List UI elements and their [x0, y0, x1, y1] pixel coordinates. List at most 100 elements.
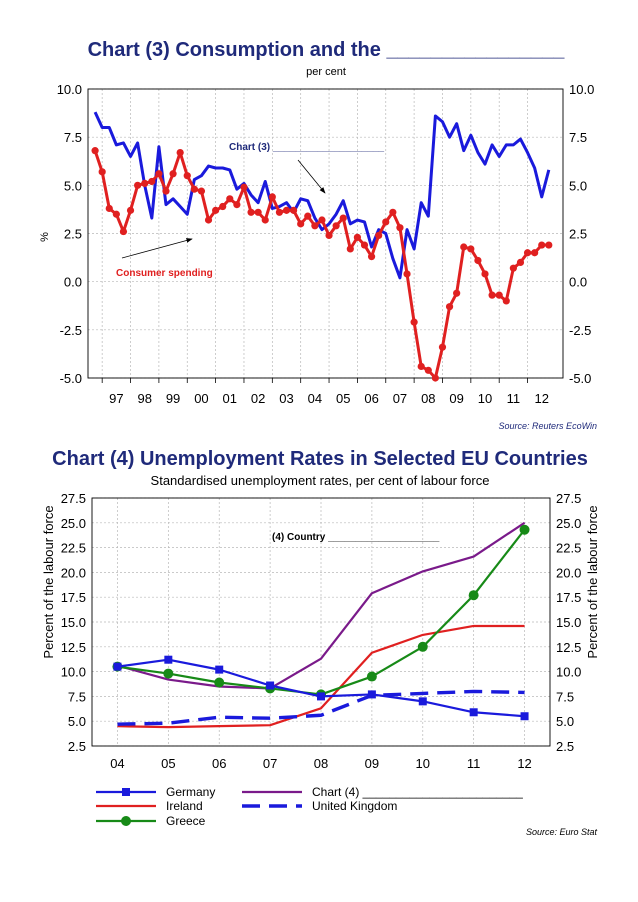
chart3-consumer-spending-point — [481, 270, 489, 278]
chart3-subtitle: per cent — [306, 66, 346, 78]
chart3-axes: 10.0 10.0 7.5 7.5 5.0 5.0 2.5 2.5 0.0 0.0 -2.5 -2.5… — [57, 82, 595, 406]
chart3-consumer-spending-point — [268, 193, 276, 201]
chart3-consumer-spending-point — [396, 224, 404, 232]
chart4-greece-point — [214, 677, 225, 688]
chart4-ytick-right: 10.0 — [556, 665, 581, 680]
chart4-ytick-left: 7.5 — [68, 689, 86, 704]
chart3-annotation-consumer: Consumer spending — [116, 268, 213, 279]
chart3-consumer-spending-point — [304, 212, 312, 220]
chart3-consumer-spending-point — [346, 245, 354, 253]
chart3-consumer-spending-point — [261, 216, 269, 224]
chart4-ytick-left: 27.5 — [61, 491, 86, 506]
chart3-ytick-left: 2.5 — [64, 227, 82, 242]
chart3-consumer-spending-point — [162, 187, 170, 195]
chart3-ytick-right: -5.0 — [569, 371, 591, 386]
chart4-germany-point — [113, 662, 122, 671]
chart4-legend-label: United Kingdom — [312, 799, 397, 813]
chart3-consumer-spending-point — [360, 241, 369, 249]
chart3-consumer-spending-point — [438, 343, 447, 351]
chart3-consumer-spending-point — [467, 245, 475, 253]
chart3-consumer-spending-point — [141, 179, 149, 188]
chart3-xtick-label: 99 — [166, 391, 180, 406]
chart3-consumer-spending-point — [282, 206, 291, 214]
chart3-consumer-spending-point — [382, 218, 390, 226]
chart4-germany-point — [520, 712, 529, 721]
chart4-ytick-left: 22.5 — [61, 541, 86, 556]
chart3-xtick-label: 02 — [251, 391, 265, 406]
chart3-series-line-consumer-spending — [93, 150, 549, 380]
chart4-germany-point — [215, 665, 224, 674]
chart3-consumer-spending-point — [183, 172, 191, 180]
chart3-ytick-right: -2.5 — [569, 323, 591, 338]
chart3-consumer-spending-point — [495, 291, 503, 299]
chart4-ytick-left: 5.0 — [68, 714, 86, 729]
chart3-ytick-right: 10.0 — [569, 82, 594, 97]
chart4-ytick-left: 20.0 — [61, 565, 86, 580]
chart3-xtick-label: 04 — [308, 391, 322, 406]
chart3-consumer-spending-point — [545, 241, 553, 249]
chart4-xtick-label: 06 — [212, 756, 226, 771]
chart4-ytick-right: 25.0 — [556, 516, 581, 531]
chart4-ytick-right: 7.5 — [556, 689, 574, 704]
chart3-ytick-left: -2.5 — [60, 323, 82, 338]
chart4-xtick-label: 11 — [467, 756, 481, 771]
chart4-ylabel-right: Percent of the labour force — [585, 505, 600, 658]
chart3-xtick-label: 97 — [109, 391, 123, 406]
chart4-germany-point — [317, 692, 325, 701]
chart3-xtick-label: 06 — [364, 391, 378, 406]
chart3-consumer-spending-point — [367, 253, 376, 261]
chart4-xtick-label: 07 — [263, 756, 277, 771]
chart3-consumer-spending-point — [375, 231, 383, 240]
chart3-ytick-right: 5.0 — [569, 178, 587, 193]
chart4-greece-point — [366, 671, 377, 682]
chart4-legend-label: Germany — [166, 785, 215, 799]
chart3-consumer-spending-point — [155, 170, 163, 178]
chart4-ytick-right: 22.5 — [556, 541, 581, 556]
chart3-consumer-spending-point — [240, 183, 248, 191]
chart3-ytick-left: -5.0 — [60, 371, 82, 386]
chart3-consumer-spending-point — [204, 216, 213, 224]
chart3-consumer-spending-point — [538, 241, 546, 249]
chart3-title: Chart (3) Consumption and the __________… — [88, 39, 566, 61]
chart3-consumer-spending-point — [98, 168, 106, 176]
chart3-xtick-label: 09 — [449, 391, 463, 406]
chart3-ylabel: % — [39, 232, 51, 242]
chart4-greece-point — [163, 668, 174, 679]
chart3-annotation-arrow-1 — [297, 159, 326, 194]
chart4-ytick-right: 12.5 — [556, 640, 581, 655]
chart3-consumer-spending-point — [445, 303, 454, 311]
chart3-consumer-spending-point — [389, 208, 397, 216]
chart3-consumer-spending-point — [112, 210, 120, 218]
chart4-germany-point — [367, 690, 376, 699]
chart4-xtick-label: 04 — [110, 756, 124, 771]
chart3-consumer-spending-point — [311, 222, 319, 230]
chart3-xtick-label: 11 — [507, 391, 521, 406]
chart4-ytick-right: 5.0 — [556, 714, 574, 729]
chart3-consumer-spending-point — [254, 208, 262, 216]
chart4-plot-frame — [91, 497, 551, 747]
chart4-ytick-left: 17.5 — [61, 590, 86, 605]
chart3-consumer-spending-point — [488, 291, 496, 299]
chart3-xtick-label: 07 — [393, 391, 407, 406]
chart3-consumer-spending-point — [531, 249, 539, 257]
chart3-ytick-right: 2.5 — [569, 227, 587, 242]
chart4-greece-point — [468, 590, 479, 601]
chart4-series — [112, 521, 530, 729]
chart4-series-line-ireland — [117, 624, 525, 729]
chart3-consumer-spending-point — [176, 148, 184, 157]
chart3-xtick-label: 12 — [534, 391, 548, 406]
chart3-consumer-spending-point — [460, 243, 468, 251]
chart3-ytick-left: 7.5 — [64, 130, 82, 145]
chart3-source: Source: Reuters EcoWin — [499, 421, 597, 431]
chart3-annotation-series: Chart (3) ____________________ — [229, 142, 385, 153]
chart3-consumer-spending-point — [410, 318, 418, 326]
chart4-ytick-right: 15.0 — [556, 615, 581, 630]
chart4-ylabel-left: Percent of the labour force — [41, 505, 56, 658]
chart4-legend-marker — [122, 788, 130, 796]
chart3-consumer-spending-point — [91, 147, 99, 155]
chart3-consumer-spending-point — [431, 374, 439, 382]
chart3-consumer-spending-point — [197, 187, 206, 195]
chart3-ytick-left: 10.0 — [57, 82, 82, 97]
